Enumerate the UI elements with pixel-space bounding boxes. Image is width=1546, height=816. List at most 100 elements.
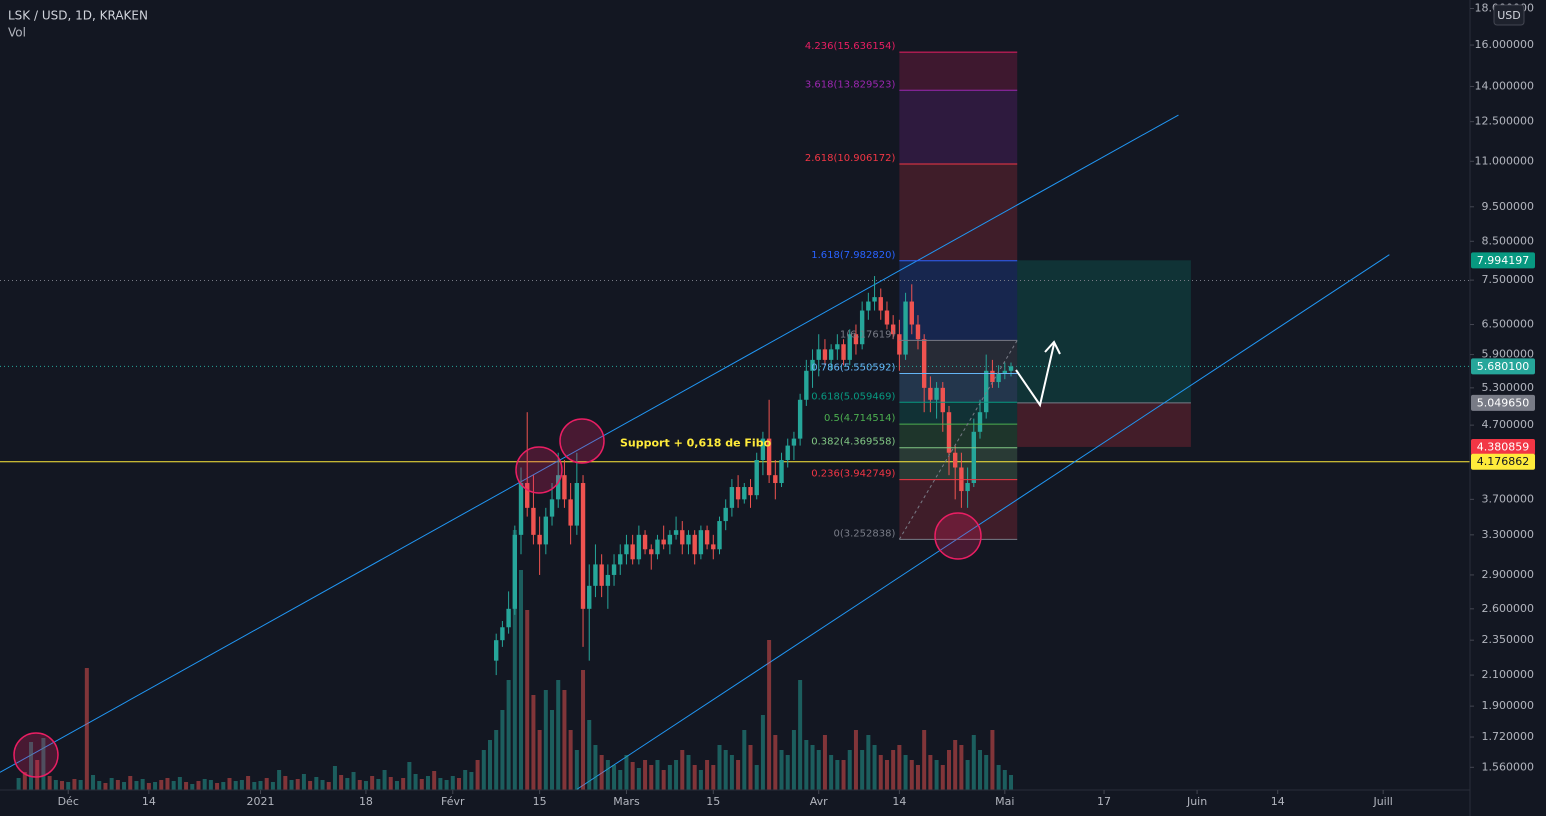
y-tick-label: 8.500000 — [1482, 234, 1535, 247]
candle-body — [686, 534, 691, 545]
volume-bar — [884, 760, 889, 790]
x-tick-label: Avr — [810, 795, 828, 808]
candle-body — [531, 507, 536, 535]
volume-bar — [946, 750, 951, 790]
volume-bar — [283, 776, 288, 790]
volume-bar — [370, 776, 375, 790]
price-badge-label: 4.380859 — [1477, 440, 1530, 453]
drawings-under — [0, 52, 1470, 790]
volume-bar — [928, 755, 933, 790]
fib-level-label: 1.618(7.982820) — [811, 250, 895, 261]
candle-body — [748, 487, 753, 496]
volume-bar — [512, 530, 517, 790]
volume-bar — [103, 783, 108, 790]
volume-bar — [84, 668, 89, 790]
volume-bar — [475, 760, 480, 790]
volume-bar — [556, 680, 561, 790]
x-tick-label: Mai — [995, 795, 1014, 808]
y-tick-label: 7.500000 — [1482, 273, 1535, 286]
volume-bar — [519, 570, 524, 790]
candle-body — [928, 387, 933, 400]
volume-bar — [190, 784, 195, 790]
candle-body — [760, 438, 766, 461]
currency-badge[interactable] — [1493, 4, 1525, 26]
volume-bar — [866, 735, 871, 790]
volume-bar — [562, 690, 567, 790]
volume-bar — [308, 781, 313, 790]
y-tick-label: 5.900000 — [1482, 348, 1535, 361]
axes: 1.560000 1.720000 1.900000 2.100000 2.350000… — [58, 2, 1535, 808]
volume-bar — [407, 762, 412, 790]
arrow-path — [1015, 343, 1055, 408]
volume-bar — [425, 776, 430, 790]
volume-bar — [264, 778, 269, 790]
candle-body — [878, 297, 883, 311]
volume-bar — [636, 768, 641, 790]
volume-bar — [494, 730, 499, 790]
volume-bar — [115, 780, 120, 790]
x-tick-label: 18 — [359, 795, 373, 808]
currency-label[interactable]: USD — [1497, 9, 1521, 22]
candle-body — [884, 310, 890, 325]
x-tick-label: 15 — [706, 795, 720, 808]
candle-body — [1002, 370, 1008, 374]
candle-body — [742, 487, 747, 500]
candle-body — [630, 544, 635, 560]
volume-bar — [394, 781, 399, 790]
volume-bar — [221, 782, 226, 790]
volume-bar — [153, 782, 158, 790]
volume-bar — [1009, 775, 1014, 790]
volume-bar — [667, 765, 672, 790]
candle-body — [543, 516, 549, 545]
volume-bar — [78, 780, 83, 790]
highlight-circle — [515, 446, 563, 494]
volume-bar — [146, 783, 151, 790]
fib-band — [899, 90, 1018, 164]
candle-body — [611, 564, 617, 575]
volume-bar — [1002, 770, 1007, 790]
volume-bar — [246, 776, 251, 790]
volume-bar — [643, 760, 648, 790]
volume-bar — [692, 765, 697, 790]
candle-body — [661, 539, 666, 545]
fib-band — [899, 340, 1018, 374]
volume-bar — [674, 760, 679, 790]
volume-bar — [47, 776, 52, 790]
volume-bar — [990, 730, 995, 790]
volume-bar — [971, 735, 976, 790]
y-tick-label: 2.100000 — [1482, 668, 1535, 681]
candle-body — [624, 544, 629, 555]
trend-line — [576, 254, 1390, 790]
volume-bar — [122, 782, 127, 790]
candle-body — [915, 324, 921, 340]
volume-bar — [804, 740, 809, 790]
candle-body — [562, 475, 567, 500]
volume-bar — [134, 781, 139, 790]
drawings-over: 0(3.252838) 0.236(3.942749) 0.382(4.369558… — [620, 41, 1018, 540]
volume-label: Vol — [8, 26, 26, 40]
volume-bar — [717, 745, 722, 790]
volume-bar — [953, 740, 958, 790]
volume-bar — [729, 755, 734, 790]
y-tick-label: 9.500000 — [1482, 200, 1535, 213]
candle-layer — [494, 276, 1014, 676]
volume-bar — [339, 775, 344, 790]
candle-body — [859, 310, 865, 345]
candle-body — [649, 549, 654, 555]
candle-body — [729, 487, 735, 508]
volume-bar — [159, 780, 164, 790]
y-tick-label: 6.500000 — [1482, 318, 1535, 331]
volume-bar — [35, 760, 40, 790]
position-target-zone — [1017, 260, 1191, 403]
volume-bar — [165, 778, 170, 790]
fib-band — [899, 447, 1018, 480]
volume-bar — [500, 710, 505, 790]
candle-body — [525, 483, 530, 508]
volume-bar — [878, 755, 883, 790]
x-tick-label: Mars — [613, 795, 640, 808]
volume-bar — [388, 777, 393, 790]
arrow-head — [1044, 340, 1061, 355]
price-badge — [1471, 438, 1535, 455]
